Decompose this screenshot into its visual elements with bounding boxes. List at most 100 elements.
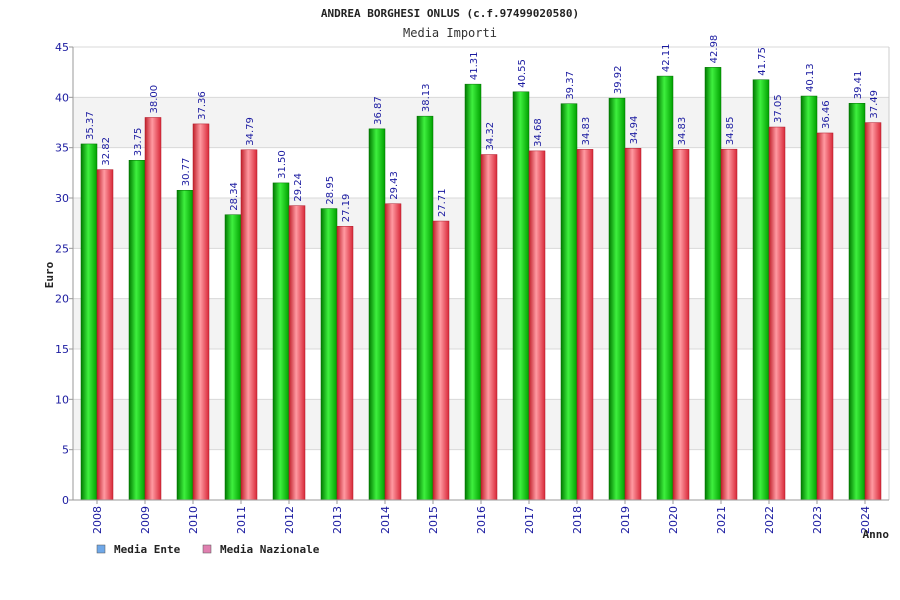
- bar-value-label: 31.50: [277, 150, 288, 179]
- x-tick-label: 2016: [475, 506, 488, 534]
- legend-label-media-ente: Media Ente: [114, 543, 181, 556]
- bar-value-label: 41.31: [469, 52, 480, 81]
- x-tick-label: 2010: [187, 506, 200, 534]
- bar-value-label: 40.13: [805, 63, 816, 92]
- bar-value-label: 34.79: [245, 117, 256, 146]
- bar-media-nazionale-2015: [432, 220, 450, 501]
- bar-value-label: 37.36: [197, 91, 208, 120]
- bar-value-label: 28.95: [325, 176, 336, 205]
- x-axis-ticks: 2008 2009 2010 2011 2012 2013 2014 2015 2016 2017…: [91, 500, 872, 534]
- bar-value-label: 38.00: [149, 85, 160, 114]
- bar-media-nazionale-2023: [816, 132, 834, 501]
- bar-value-label: 34.83: [677, 117, 688, 146]
- bar-value-label: 39.92: [613, 65, 624, 94]
- legend-swatch-media-nazionale: [202, 544, 212, 554]
- x-tick-label: 2019: [619, 506, 632, 534]
- bar-media-ente-2009: [128, 160, 146, 501]
- bar-value-label: 39.41: [853, 71, 864, 100]
- y-tick-label: 40: [55, 91, 69, 104]
- bar-value-label: 27.19: [341, 194, 352, 223]
- bar-media-ente-2010: [176, 189, 194, 501]
- x-tick-label: 2014: [379, 506, 392, 534]
- bar-value-label: 41.75: [757, 47, 768, 76]
- y-tick-label: 35: [55, 142, 69, 155]
- y-tick-label: 25: [55, 242, 69, 255]
- bar-value-label: 33.75: [133, 128, 144, 157]
- bar-media-nazionale-2022: [768, 126, 786, 501]
- x-tick-label: 2013: [331, 506, 344, 534]
- legend-swatch-media-ente: [96, 544, 106, 554]
- bar-media-ente-2012: [272, 182, 290, 501]
- legend-label-media-nazionale: Media Nazionale: [220, 543, 320, 556]
- y-tick-label: 10: [55, 393, 69, 406]
- bar-value-label: 42.11: [661, 43, 672, 72]
- bar-media-ente-2015: [416, 115, 434, 501]
- bars: [80, 67, 882, 501]
- bar-media-nazionale-2011: [240, 149, 258, 501]
- bar-value-label: 35.37: [85, 111, 96, 140]
- bar-value-label: 39.37: [565, 71, 576, 100]
- y-axis-label: Euro: [43, 261, 56, 288]
- bar-media-nazionale-2017: [528, 150, 546, 501]
- bar-media-ente-2021: [704, 67, 722, 501]
- x-tick-label: 2024: [859, 506, 872, 534]
- bar-value-label: 30.77: [181, 158, 192, 187]
- bar-value-label: 34.94: [629, 116, 640, 145]
- x-tick-label: 2011: [235, 506, 248, 534]
- bar-media-nazionale-2019: [624, 148, 642, 501]
- bar-value-label: 29.24: [293, 173, 304, 202]
- bar-value-label: 28.34: [229, 182, 240, 211]
- bar-media-nazionale-2008: [96, 169, 114, 501]
- bar-media-ente-2013: [320, 208, 338, 501]
- bar-media-ente-2018: [560, 103, 578, 501]
- bar-value-label: 40.55: [517, 59, 528, 88]
- bar-value-label: 34.83: [581, 117, 592, 146]
- bar-media-nazionale-2018: [576, 149, 594, 501]
- bar-media-ente-2017: [512, 91, 530, 501]
- y-tick-label: 0: [62, 494, 69, 507]
- y-axis-ticks: 0 5 10 15 20 25 30 35 40 45: [55, 41, 73, 507]
- bar-media-nazionale-2012: [288, 205, 306, 501]
- bar-value-label: 27.71: [437, 188, 448, 217]
- y-tick-label: 5: [62, 444, 69, 457]
- bar-value-label: 29.43: [389, 171, 400, 200]
- x-tick-label: 2020: [667, 506, 680, 534]
- y-tick-label: 20: [55, 293, 69, 306]
- bar-media-ente-2014: [368, 128, 386, 501]
- legend: Media Ente Media Nazionale: [96, 543, 320, 556]
- bar-media-ente-2023: [800, 95, 818, 501]
- chart-subtitle: Media Importi: [403, 26, 497, 40]
- y-tick-label: 45: [55, 41, 69, 54]
- bar-media-ente-2020: [656, 75, 674, 501]
- bar-media-nazionale-2009: [144, 117, 162, 501]
- y-tick-label: 30: [55, 192, 69, 205]
- bar-media-ente-2008: [80, 143, 98, 501]
- bar-value-label: 34.85: [725, 117, 736, 146]
- x-tick-label: 2017: [523, 506, 536, 534]
- x-tick-label: 2018: [571, 506, 584, 534]
- bar-value-label: 36.46: [821, 100, 832, 129]
- bar-media-nazionale-2021: [720, 148, 738, 501]
- bar-media-ente-2011: [224, 214, 242, 501]
- x-tick-label: 2008: [91, 506, 104, 534]
- bar-value-label: 38.13: [421, 84, 432, 113]
- bar-value-label: 37.05: [773, 94, 784, 123]
- x-tick-label: 2023: [811, 506, 824, 534]
- x-tick-label: 2015: [427, 506, 440, 534]
- bar-value-label: 36.87: [373, 96, 384, 125]
- bar-media-nazionale-2016: [480, 154, 498, 501]
- bar-media-ente-2022: [752, 79, 770, 501]
- x-tick-label: 2012: [283, 506, 296, 534]
- bar-value-labels: 35.37 32.82 33.75 38.00 30.77 37.36 28.34 34.79…: [85, 35, 880, 223]
- bar-value-label: 32.82: [101, 137, 112, 166]
- x-tick-label: 2021: [715, 506, 728, 534]
- bar-media-ente-2016: [464, 83, 482, 501]
- bar-media-nazionale-2013: [336, 226, 354, 501]
- bar-media-nazionale-2014: [384, 203, 402, 501]
- x-tick-label: 2022: [763, 506, 776, 534]
- bar-value-label: 34.68: [533, 118, 544, 147]
- bar-media-nazionale-2010: [192, 123, 210, 501]
- x-tick-label: 2009: [139, 506, 152, 534]
